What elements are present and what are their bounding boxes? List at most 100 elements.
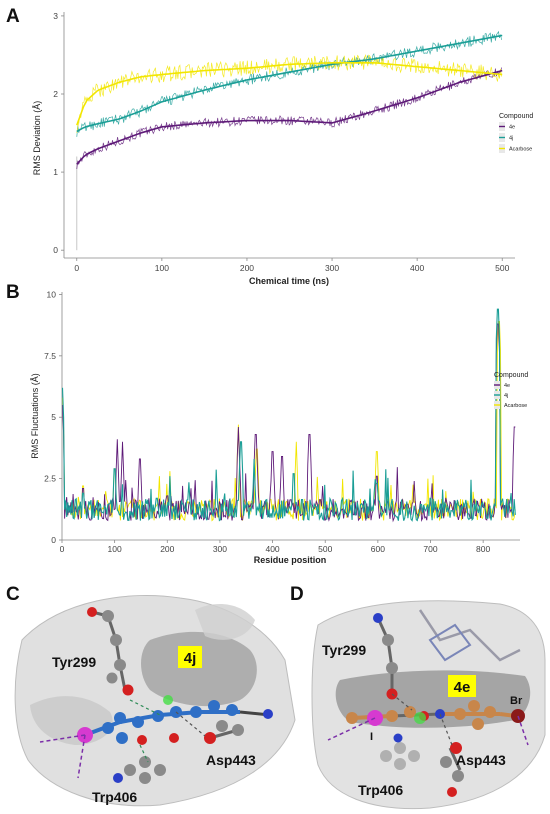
- carbon-atom: [216, 720, 228, 732]
- rmsd-legend-label-4j: 4j: [509, 136, 513, 142]
- rmsd-series-4e-trend: [76, 69, 503, 165]
- rmsf-legend-label-4j: 4j: [504, 393, 508, 399]
- panel-letter-a: A: [6, 6, 20, 27]
- rmsd-x-tick-label: 0: [74, 263, 79, 273]
- rmsf-y-axis-title: RMS Fluctuations (Å): [30, 373, 40, 459]
- ligand-atom: [132, 716, 144, 728]
- rmsf-x-tick-label: 500: [318, 544, 332, 554]
- nitrogen-atom: [113, 773, 123, 783]
- carbon-atom: [386, 662, 398, 674]
- rmsd-y-tick-label: 2: [53, 89, 58, 99]
- rmsf-x-tick-label: 200: [160, 544, 174, 554]
- rmsf-y-tick-label: 2.5: [44, 474, 56, 484]
- residue-label-trp406: Trp406: [92, 789, 137, 805]
- rmsf-legend-title: Compound: [494, 372, 528, 379]
- halogen-bond: [39, 734, 86, 743]
- oxygen-atom: [450, 742, 462, 754]
- rmsf-x-tick-label: 600: [371, 544, 385, 554]
- atom-label-i: I: [370, 731, 373, 743]
- carbon-atom: [452, 770, 464, 782]
- residue-label-tyr299: Tyr299: [322, 642, 366, 658]
- halogen-bond: [327, 717, 376, 741]
- rmsf-series-acarbose: [62, 321, 516, 522]
- panel-letter-b: B: [6, 282, 20, 303]
- ligand-atom: [484, 706, 496, 718]
- residue-label-trp406: Trp406: [358, 782, 403, 798]
- ligand-atom: [208, 700, 220, 712]
- carbon-atom: [154, 764, 166, 776]
- rmsd-x-tick-label: 500: [495, 263, 509, 273]
- carbon-atom: [124, 764, 136, 776]
- ligand-label-highlight: [178, 646, 202, 668]
- rmsd-series-4j-raw: [76, 30, 502, 137]
- ligand-atom: [468, 700, 480, 712]
- panel-letter-c: C: [6, 584, 20, 605]
- rmsf-y-tick-label: 5: [51, 412, 56, 422]
- interaction-marker: [163, 695, 173, 705]
- rmsf-y-tick-label: 7.5: [44, 351, 56, 361]
- residue-label-tyr299: Tyr299: [52, 654, 96, 670]
- nitrogen-atom: [263, 709, 273, 719]
- oxygen-atom: [137, 735, 147, 745]
- rmsf-x-tick-label: 0: [60, 544, 65, 554]
- halogen-bond: [77, 734, 86, 779]
- carbon-atom: [382, 634, 394, 646]
- binding-pocket-shadow: [141, 631, 257, 707]
- carbon-atom: [114, 659, 126, 671]
- rmsd-x-tick-label: 100: [155, 263, 169, 273]
- protein-sticks: [418, 609, 521, 662]
- oxygen-atom: [169, 733, 179, 743]
- carbon-atom: [139, 772, 151, 784]
- oxygen-atom: [87, 607, 97, 617]
- rmsf-legend: Compound 4e 4j Acarbose: [494, 372, 528, 409]
- ligand-atom: [226, 704, 238, 716]
- rmsd-legend: Compound 4e 4j Acarbose: [499, 113, 533, 153]
- carbon-atom: [394, 742, 406, 754]
- rmsf-x-axis-title: Residue position: [254, 555, 327, 565]
- carbon-atom: [380, 750, 392, 762]
- rmsd-y-tick-label: 0: [53, 245, 58, 255]
- rmsd-legend-label-4e: 4e: [509, 125, 515, 131]
- interaction-marker: [414, 712, 426, 724]
- panel-letter-d: D: [290, 584, 304, 605]
- rmsf-legend-label-acarbose: Acarbose: [504, 403, 527, 409]
- rmsf-y-tick-label: 0: [51, 535, 56, 545]
- ligand-label-4j: 4j: [184, 650, 197, 667]
- ligand-atom: [472, 718, 484, 730]
- surface-fold: [195, 604, 255, 640]
- nitrogen-atom: [373, 613, 383, 623]
- rmsf-x-tick-label: 800: [476, 544, 490, 554]
- rmsf-series-4j: [61, 308, 516, 522]
- rmsf-y-tick-label: 10: [47, 289, 57, 299]
- rmsd-legend-label-acarbose: Acarbose: [509, 147, 532, 153]
- rmsf-x-tick-label: 100: [108, 544, 122, 554]
- oxygen-atom: [122, 684, 134, 696]
- carbon-atom: [110, 634, 122, 646]
- hydrogen-bond: [391, 693, 413, 711]
- ligand-atom: [404, 706, 416, 718]
- rmsf-series-4e: [62, 323, 516, 523]
- protein-sticks: [428, 623, 472, 662]
- ligand-label-highlight: [448, 675, 476, 697]
- ligand-atom: [116, 732, 128, 744]
- carbon-atom: [440, 756, 452, 768]
- ligand-atom: [346, 712, 358, 724]
- rmsf-legend-label-4e: 4e: [504, 383, 510, 389]
- carbon-atom: [106, 672, 118, 684]
- carbon-atom: [394, 758, 406, 770]
- atom-label-br: Br: [510, 695, 523, 707]
- carbon-atom: [232, 724, 244, 736]
- carbon-atom: [139, 756, 151, 768]
- rmsf-x-tick-label: 700: [423, 544, 437, 554]
- ligand-atom: [190, 706, 202, 718]
- rmsd-x-tick-label: 400: [410, 263, 424, 273]
- ligand-atom: [454, 708, 466, 720]
- rmsd-series-acarbose-trend: [76, 61, 503, 126]
- ligand-atom: [386, 710, 398, 722]
- rmsd-series-4j-trend: [76, 34, 503, 133]
- rmsd-y-tick-label: 1: [53, 167, 58, 177]
- rmsd-y-tick-label: 3: [53, 11, 58, 21]
- carbon-atom: [408, 750, 420, 762]
